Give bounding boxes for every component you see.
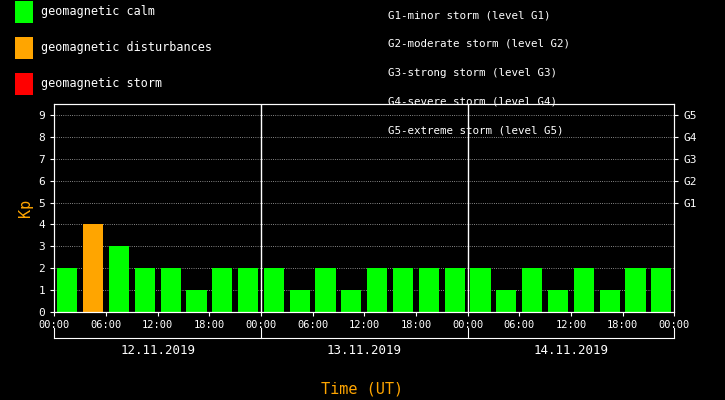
Text: Time (UT): Time (UT) bbox=[321, 381, 404, 396]
Bar bbox=[367, 268, 387, 312]
Bar bbox=[109, 246, 129, 312]
Text: G4-severe storm (level G4): G4-severe storm (level G4) bbox=[388, 96, 557, 106]
Bar bbox=[393, 268, 413, 312]
Bar bbox=[341, 290, 362, 312]
Bar bbox=[238, 268, 258, 312]
Bar bbox=[212, 268, 232, 312]
Text: geomagnetic calm: geomagnetic calm bbox=[41, 6, 155, 18]
Bar bbox=[548, 290, 568, 312]
Bar bbox=[522, 268, 542, 312]
Bar bbox=[290, 290, 310, 312]
Bar bbox=[626, 268, 645, 312]
Text: 14.11.2019: 14.11.2019 bbox=[534, 344, 608, 357]
Bar bbox=[160, 268, 181, 312]
Text: geomagnetic storm: geomagnetic storm bbox=[41, 78, 162, 90]
Bar bbox=[315, 268, 336, 312]
Bar bbox=[600, 290, 620, 312]
Y-axis label: Kp: Kp bbox=[18, 199, 33, 217]
Bar bbox=[497, 290, 516, 312]
Text: 12.11.2019: 12.11.2019 bbox=[120, 344, 195, 357]
Bar bbox=[419, 268, 439, 312]
Bar bbox=[264, 268, 284, 312]
Bar bbox=[573, 268, 594, 312]
Bar bbox=[83, 224, 103, 312]
Text: 13.11.2019: 13.11.2019 bbox=[327, 344, 402, 357]
Bar bbox=[651, 268, 671, 312]
Bar bbox=[135, 268, 155, 312]
Text: G1-minor storm (level G1): G1-minor storm (level G1) bbox=[388, 10, 550, 20]
Text: geomagnetic disturbances: geomagnetic disturbances bbox=[41, 42, 212, 54]
Text: G2-moderate storm (level G2): G2-moderate storm (level G2) bbox=[388, 39, 570, 49]
Bar bbox=[471, 268, 491, 312]
Bar bbox=[444, 268, 465, 312]
Bar bbox=[186, 290, 207, 312]
Bar bbox=[57, 268, 78, 312]
Text: G3-strong storm (level G3): G3-strong storm (level G3) bbox=[388, 68, 557, 78]
Text: G5-extreme storm (level G5): G5-extreme storm (level G5) bbox=[388, 125, 563, 135]
